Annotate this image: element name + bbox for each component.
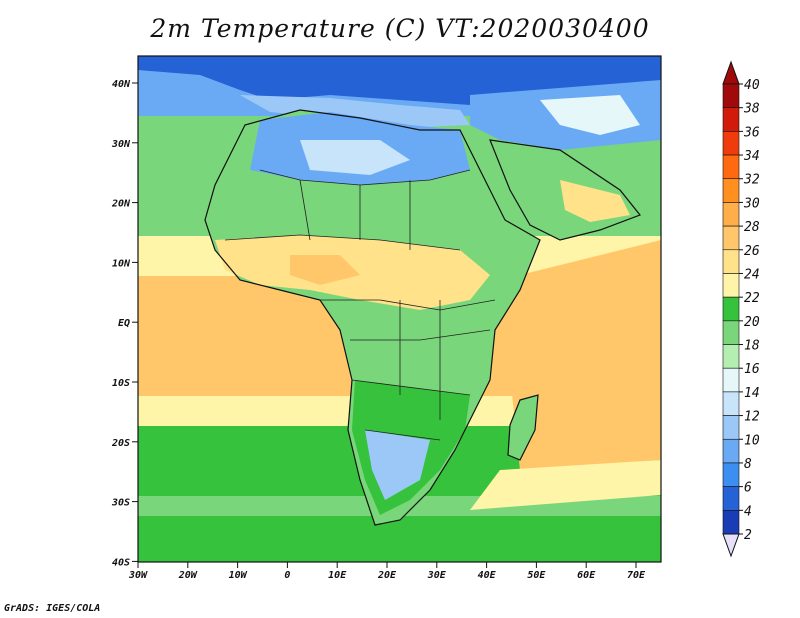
lat-tick-label: 10S	[112, 378, 130, 389]
coastlines	[204, 109, 641, 526]
lat-tick-label: 10N	[112, 258, 131, 269]
colorbar-segment	[722, 249, 740, 274]
colorbar-segment	[722, 83, 740, 108]
indian-ocean-mild	[470, 460, 661, 510]
lon-tick-label: 0	[284, 570, 290, 581]
colorbar-segment	[722, 178, 740, 203]
colorbar-segment	[722, 273, 740, 298]
lon-tick-label: 30E	[427, 570, 447, 581]
map-title: 2m Temperature (C) VT:2020030400	[150, 14, 650, 43]
lon-tick-label: 40E	[478, 570, 497, 581]
colorbar-segment	[722, 131, 740, 156]
lat-tick-label: 20S	[111, 438, 130, 449]
plot-frame	[137, 55, 662, 563]
colorbar-label: 18	[744, 339, 760, 354]
colorbar-segment	[722, 154, 740, 180]
colorbar-segment	[722, 438, 740, 464]
sahara-light	[300, 140, 410, 175]
lon-tick-label: 30W	[128, 570, 148, 581]
sahel-hot	[290, 255, 360, 285]
colorbar-below-triangle	[722, 533, 740, 558]
colorbar-label: 38	[743, 102, 760, 117]
colorbar-segment	[722, 510, 740, 535]
colorbar-label: 6	[744, 481, 752, 496]
lon-tick-label: 70E	[627, 570, 646, 581]
band-south-deep	[138, 516, 661, 562]
longitude-axis: 30W 20W 10W 0 10E 20E 30E 40E 50E 60E 70E	[128, 562, 646, 581]
lon-tick-label: 10E	[328, 570, 347, 581]
colorbar-label: 16	[744, 362, 760, 377]
colorbar-above-triangle	[722, 60, 740, 85]
lon-tick-label: 20W	[178, 570, 198, 581]
mountains-cold	[540, 95, 640, 135]
colorbar-segment	[722, 415, 740, 440]
lat-tick-label: 40N	[112, 79, 131, 90]
colorbar-label: 4	[744, 504, 752, 519]
colorbar-segment	[722, 202, 740, 227]
colorbar-label: 14	[744, 386, 760, 401]
grads-credit: GrADS: IGES/COLA	[4, 603, 101, 614]
lon-tick-label: 60E	[577, 570, 596, 581]
map-field	[138, 56, 661, 562]
colorbar-segment	[722, 344, 740, 369]
indian-ocean-warm	[500, 240, 661, 470]
colorbar-segment	[722, 367, 740, 393]
latitude-axis: 40N 30N 20N 10N EQ 10S 20S 30S 40S	[111, 79, 138, 568]
colorbar-label: 8	[744, 457, 752, 472]
madagascar-coastline	[507, 394, 539, 461]
arabia-warm	[560, 180, 630, 222]
south-africa-cool	[365, 430, 430, 500]
colorbar-segment	[722, 320, 740, 345]
lat-tick-label: 40S	[112, 557, 130, 568]
colorbar-segment	[722, 296, 740, 322]
colorbar-segment	[722, 391, 740, 416]
lat-tick-label: EQ	[118, 318, 130, 329]
colorbar-segment	[722, 462, 740, 487]
lat-tick-label: 30N	[111, 139, 131, 150]
arabia-coastline	[489, 139, 641, 241]
colorbar-segment	[722, 107, 740, 132]
africa-coastline	[204, 109, 541, 526]
lat-tick-label: 20N	[111, 199, 131, 210]
colorbar-label: 2	[744, 528, 752, 543]
mediterranean	[240, 95, 470, 128]
colorbar-label: 24	[744, 267, 760, 282]
country-borders	[224, 169, 496, 441]
colorbar-label: 40	[744, 78, 760, 93]
colorbar-segment	[722, 225, 740, 251]
colorbar-label: 10	[744, 433, 760, 448]
colorbar-label: 32	[743, 173, 760, 188]
colorbar-label: 20	[744, 315, 760, 330]
colorbar-segment	[722, 486, 740, 511]
lat-tick-label: 30S	[111, 498, 130, 509]
lon-tick-label: 20E	[377, 570, 397, 581]
colorbar-label: 26	[744, 244, 760, 259]
colorbar-label: 22	[744, 291, 760, 306]
colorbar-label: 34	[743, 149, 760, 164]
colorbar-label: 28	[744, 220, 760, 235]
lon-tick-label: 50E	[527, 570, 546, 581]
colorbar-label: 12	[744, 410, 760, 425]
colorbar-label: 30	[743, 196, 760, 211]
colorbar-label: 36	[743, 125, 760, 140]
lon-tick-label: 10W	[229, 570, 248, 581]
colorbar: 40 38 36 34 32 30 28 26 24 22 20 18 16 14 12 10 8 6 4 2	[722, 60, 760, 558]
